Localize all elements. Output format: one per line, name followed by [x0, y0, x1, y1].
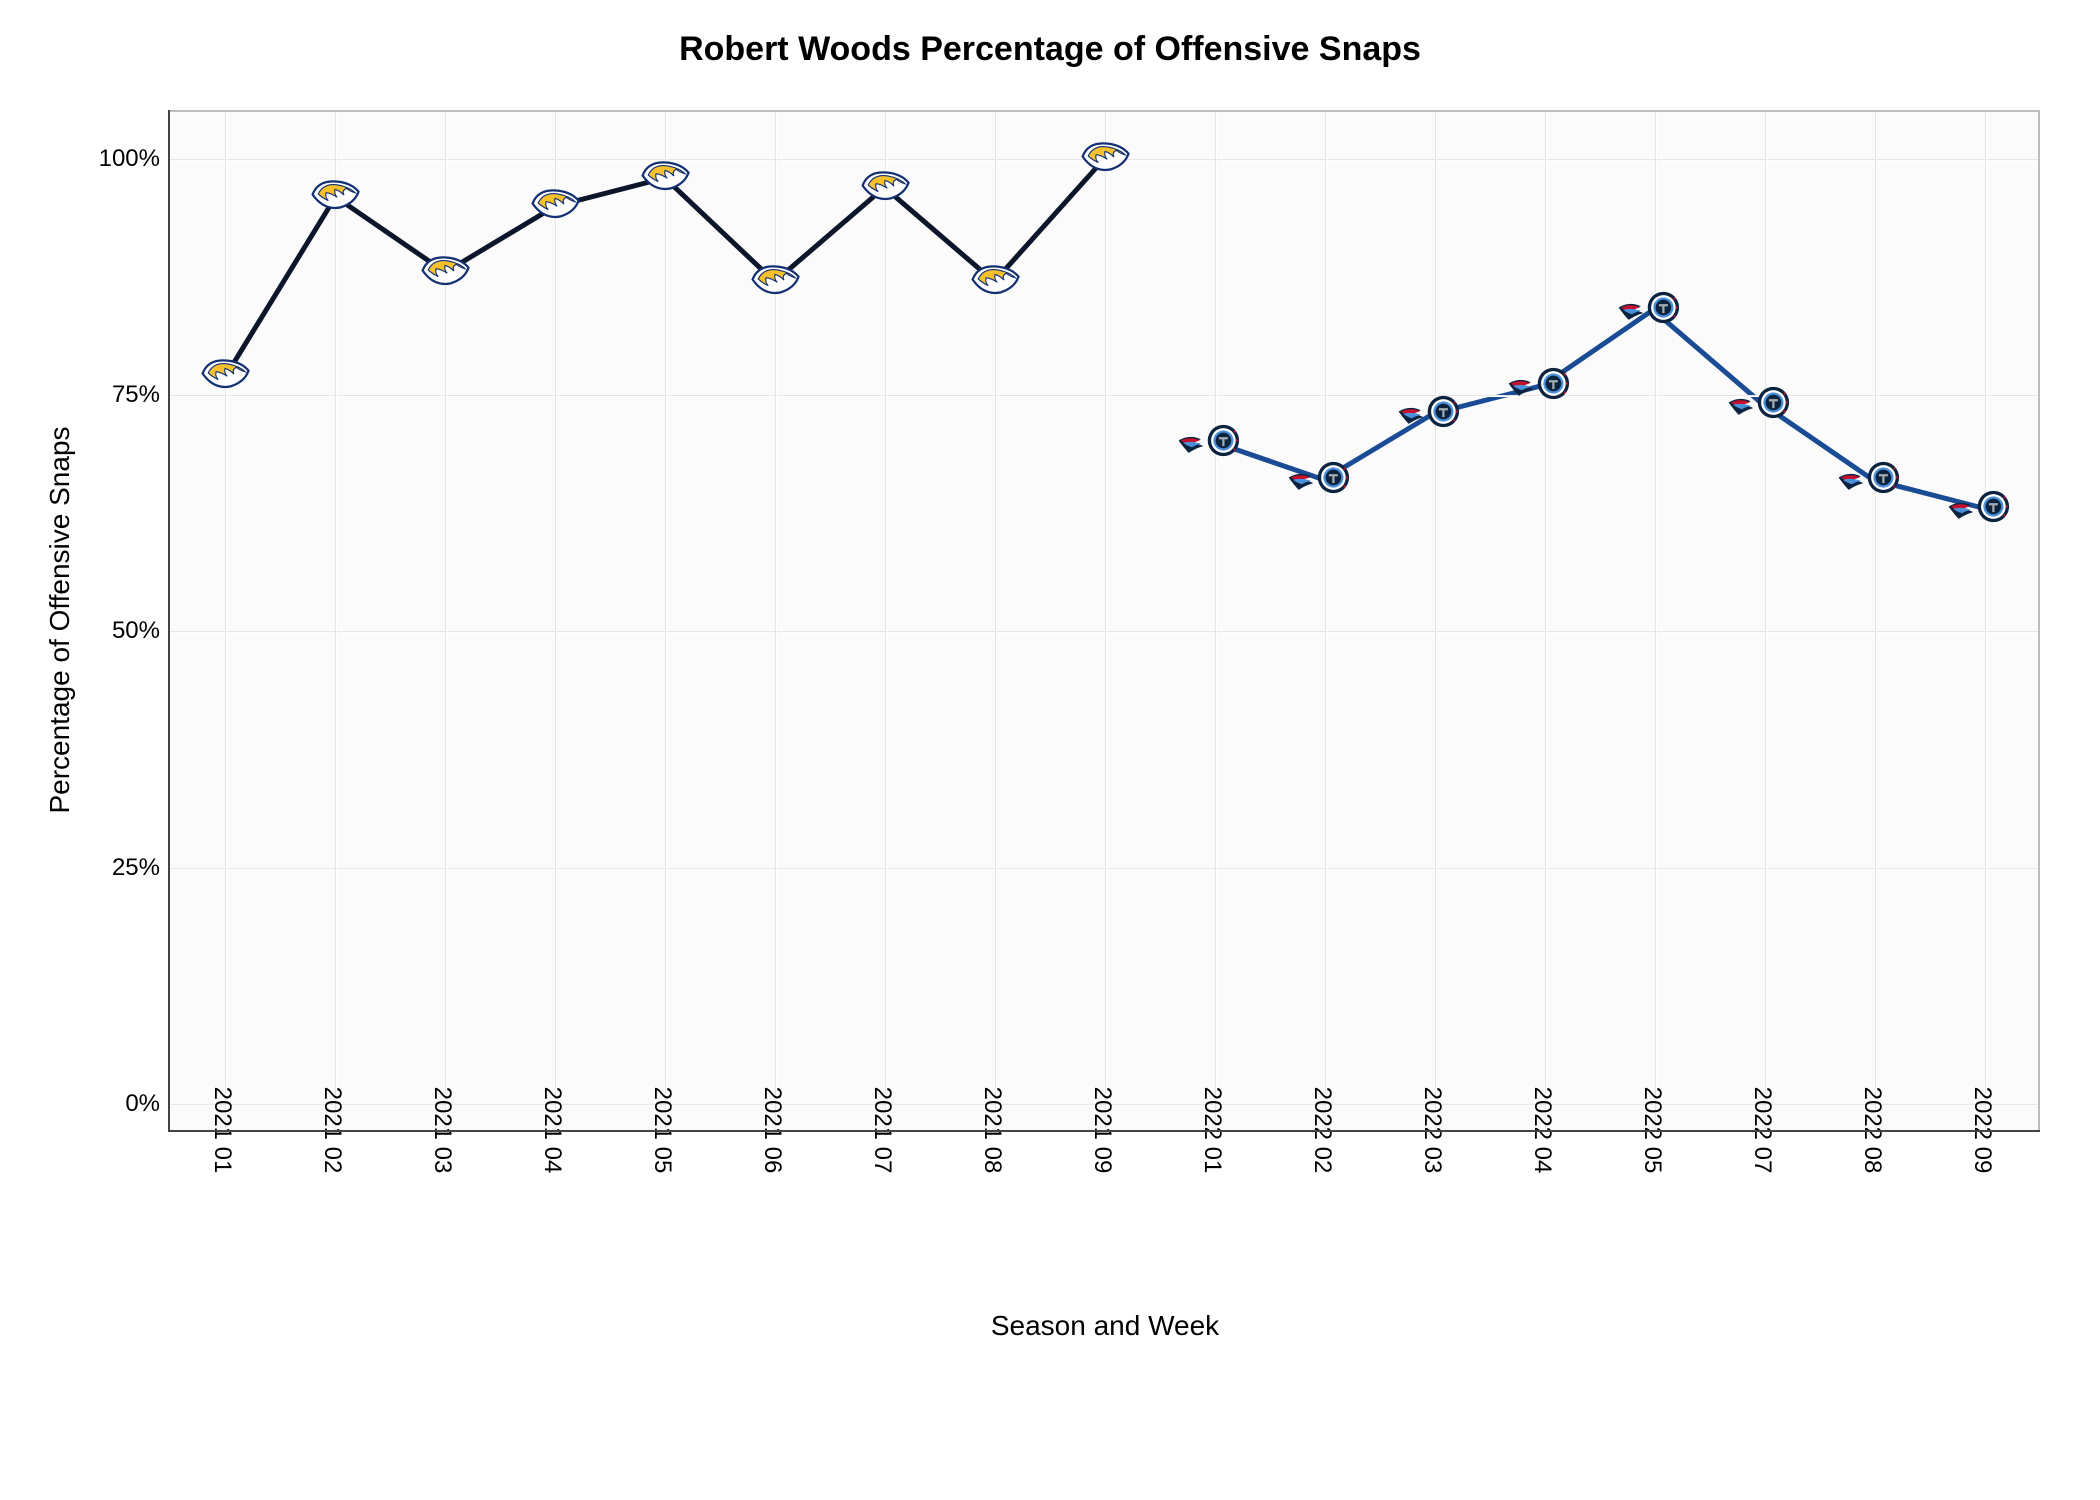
y-tick-label: 25% — [112, 854, 170, 882]
plot-area: 0%25%50%75%100%2021 012021 022021 032021… — [170, 110, 2040, 1130]
grid-line-v — [1215, 112, 1217, 1130]
chart-wrapper: Robert Woods Percentage of Offensive Sna… — [20, 20, 2080, 1480]
x-tick-label: 2021 07 — [868, 1087, 902, 1174]
grid-line-h — [170, 395, 2038, 397]
grid-line-v — [995, 112, 997, 1130]
series-line-titans-2022 — [1214, 310, 1982, 508]
line-layer — [170, 112, 2038, 1130]
x-tick-label: 2022 03 — [1418, 1087, 1452, 1174]
grid-line-v — [1545, 112, 1547, 1130]
x-tick-label: 2021 04 — [538, 1087, 572, 1174]
grid-line-v — [335, 112, 337, 1130]
x-tick-label: 2022 09 — [1968, 1087, 2002, 1174]
grid-line-v — [1875, 112, 1877, 1130]
x-tick-label: 2022 04 — [1528, 1087, 1562, 1174]
y-axis-label: Percentage of Offensive Snaps — [44, 426, 76, 813]
grid-line-h — [170, 159, 2038, 161]
grid-line-v — [885, 112, 887, 1130]
x-tick-label: 2021 02 — [318, 1087, 352, 1174]
x-tick-label: 2022 02 — [1308, 1087, 1342, 1174]
y-tick-label: 75% — [112, 381, 170, 409]
x-tick-label: 2021 05 — [648, 1087, 682, 1174]
x-tick-label: 2022 07 — [1748, 1087, 1782, 1174]
grid-line-v — [1765, 112, 1767, 1130]
grid-line-h — [170, 631, 2038, 633]
y-tick-label: 50% — [112, 617, 170, 645]
x-tick-label: 2022 05 — [1638, 1087, 1672, 1174]
grid-line-v — [555, 112, 557, 1130]
x-tick-label: 2022 01 — [1198, 1087, 1232, 1174]
grid-line-v — [1655, 112, 1657, 1130]
grid-line-v — [1435, 112, 1437, 1130]
x-tick-label: 2021 06 — [758, 1087, 792, 1174]
grid-line-h — [170, 868, 2038, 870]
x-tick-label: 2022 08 — [1858, 1087, 1892, 1174]
grid-line-v — [225, 112, 227, 1130]
x-tick-label: 2021 01 — [208, 1087, 242, 1174]
grid-line-v — [1985, 112, 1987, 1130]
x-tick-label: 2021 03 — [428, 1087, 462, 1174]
x-tick-label: 2021 08 — [978, 1087, 1012, 1174]
grid-line-v — [665, 112, 667, 1130]
grid-line-v — [775, 112, 777, 1130]
x-axis-label: Season and Week — [991, 1310, 1219, 1342]
y-tick-label: 100% — [99, 145, 170, 173]
grid-line-v — [1325, 112, 1327, 1130]
grid-line-v — [1105, 112, 1107, 1130]
x-tick-label: 2021 09 — [1088, 1087, 1122, 1174]
y-tick-label: 0% — [125, 1090, 170, 1118]
grid-line-v — [445, 112, 447, 1130]
chart-title: Robert Woods Percentage of Offensive Sna… — [20, 30, 2080, 69]
